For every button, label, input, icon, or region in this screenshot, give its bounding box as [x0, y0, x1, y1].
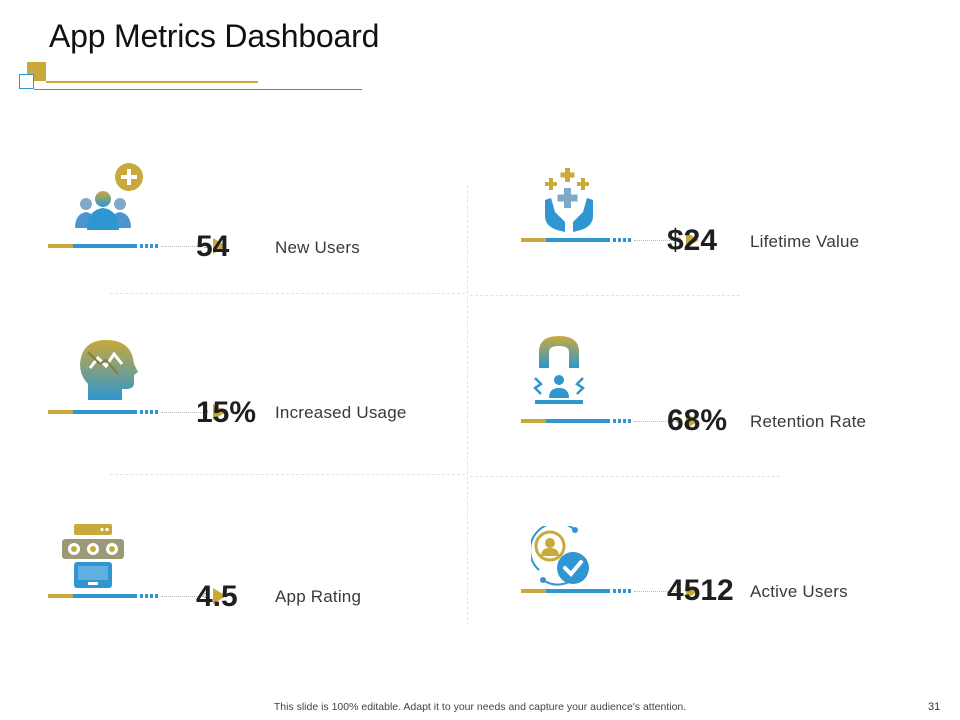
- arrow-right-icon: [213, 404, 226, 420]
- head-chart-icon: [80, 338, 150, 410]
- metric-label: Active Users: [750, 582, 848, 601]
- title-underline-gold: [46, 81, 258, 83]
- arrow-right-icon: [686, 413, 699, 429]
- metric-card-retention-rate: 68% Retention Rate: [521, 334, 960, 464]
- magnet-user-icon: [529, 334, 599, 406]
- metric-label: Retention Rate: [750, 412, 867, 431]
- metric-connector: [521, 413, 701, 429]
- title-underline-blue: [34, 89, 362, 90]
- arrow-right-icon: [213, 588, 226, 604]
- row-divider-left-1: [110, 293, 465, 294]
- arrow-right-icon: [686, 232, 699, 248]
- metric-card-lifetime-value: $24 Lifetime Value: [521, 160, 960, 290]
- metric-value: 68%: [667, 404, 728, 437]
- metric-label: App Rating: [275, 587, 362, 606]
- metric-connector: [48, 588, 228, 604]
- metric-card-new-users: 54 New Users: [48, 160, 488, 290]
- row-divider-left-2: [110, 474, 465, 475]
- metric-value: 4.5: [196, 580, 238, 613]
- metric-card-active-users: 4512 Active Users: [521, 522, 960, 654]
- metric-connector: [521, 232, 701, 248]
- hands-plus-icon: [541, 164, 611, 236]
- metric-value: 54: [196, 230, 230, 263]
- metric-label: New Users: [275, 238, 360, 257]
- metric-connector: [521, 583, 701, 599]
- row-divider-right-2: [470, 476, 780, 477]
- metric-connector: [48, 238, 228, 254]
- metric-value: 15%: [196, 396, 257, 429]
- users-add-icon: [73, 160, 143, 232]
- row-divider-right-1: [470, 295, 740, 296]
- metric-label: Increased Usage: [275, 403, 407, 422]
- metric-card-app-rating: 4.5 App Rating: [48, 522, 488, 652]
- metric-label: Lifetime Value: [750, 232, 860, 251]
- arrow-right-icon: [213, 238, 226, 254]
- footer-note: This slide is 100% editable. Adapt it to…: [273, 701, 687, 713]
- metric-value: $24: [667, 224, 718, 257]
- rating-window-icon: [60, 522, 130, 594]
- slide-title: App Metrics Dashboard: [49, 18, 380, 54]
- metric-value: 4512: [667, 574, 734, 607]
- title-accent-outline-square: [19, 74, 34, 89]
- metric-connector: [48, 404, 228, 420]
- metric-card-increased-usage: 15% Increased Usage: [48, 338, 488, 468]
- column-divider: [467, 185, 468, 625]
- page-number: 31: [928, 701, 941, 713]
- arrow-right-icon: [686, 583, 699, 599]
